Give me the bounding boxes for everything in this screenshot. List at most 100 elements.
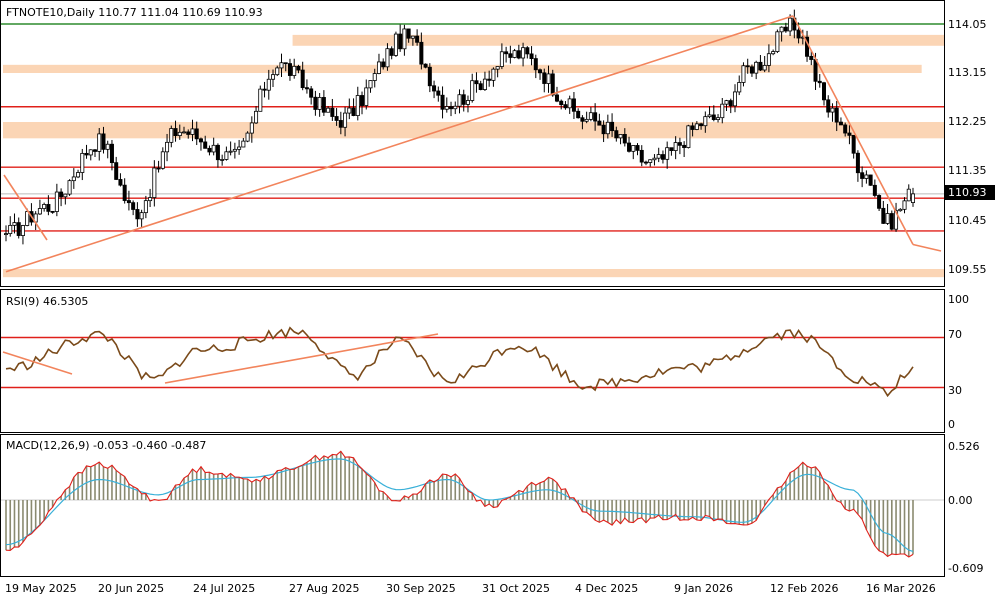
candle <box>792 9 797 39</box>
candle <box>190 119 195 142</box>
candle <box>105 140 110 159</box>
y-tick: 0.00 <box>948 494 973 507</box>
candle <box>771 49 776 56</box>
candle-body <box>330 107 335 117</box>
trendline <box>912 243 942 252</box>
candle-body <box>538 69 543 74</box>
y-tick: 0 <box>948 418 955 431</box>
candle-body <box>699 123 704 127</box>
candle-body <box>351 107 356 116</box>
candle <box>389 46 394 60</box>
candle-body <box>207 147 212 153</box>
main-panel-label: FTNOTE10,Daily 110.77 111.04 110.69 110.… <box>6 6 263 19</box>
candle-body <box>4 233 9 236</box>
candle-body <box>376 61 381 74</box>
candle <box>84 144 89 159</box>
candle-body <box>817 80 822 84</box>
candle-body <box>826 99 831 113</box>
candle-body <box>122 184 127 201</box>
candle <box>533 54 538 79</box>
rsi-trendline <box>164 333 439 384</box>
rsi-line <box>5 326 914 398</box>
candle-body <box>20 225 25 236</box>
candle-body <box>766 53 771 66</box>
candle-body <box>682 144 687 148</box>
candle <box>368 80 373 93</box>
candle <box>898 208 903 212</box>
resistance-zones <box>3 34 944 278</box>
candle <box>126 190 131 211</box>
candle <box>135 202 140 227</box>
candle-body <box>271 74 276 80</box>
candle <box>37 199 42 215</box>
candle <box>215 143 220 168</box>
candle-body <box>114 162 119 180</box>
y-tick: 111.35 <box>948 164 987 177</box>
candle <box>847 125 852 145</box>
candle <box>775 29 780 54</box>
x-tick: 19 May 2025 <box>5 582 77 595</box>
candle <box>851 134 856 159</box>
candle-body <box>177 131 182 137</box>
candle <box>20 224 25 245</box>
candle <box>321 90 326 116</box>
candle-body <box>304 87 309 90</box>
candle <box>635 143 640 156</box>
candle-body <box>559 100 564 106</box>
candle-body <box>198 138 203 143</box>
candle-body <box>148 197 153 202</box>
candle <box>482 71 487 91</box>
candle <box>457 89 462 114</box>
candle-body <box>63 193 68 198</box>
candle-body <box>283 62 288 65</box>
candle-body <box>338 120 343 128</box>
candle <box>559 99 564 110</box>
candle <box>669 147 674 156</box>
candle <box>529 46 534 66</box>
candle-body <box>347 107 352 114</box>
candle-body <box>881 207 886 224</box>
candle-body <box>758 61 763 71</box>
candle-body <box>783 26 788 32</box>
candle-body <box>525 47 530 55</box>
candle <box>821 81 826 106</box>
candle <box>542 68 547 93</box>
candle-body <box>254 110 259 124</box>
candle-body <box>745 65 750 68</box>
candle <box>440 86 445 119</box>
candle-body <box>911 193 916 203</box>
candle-body <box>868 174 873 186</box>
candle-body <box>885 213 890 224</box>
candle <box>211 137 216 156</box>
candle <box>173 120 178 142</box>
candle <box>576 108 581 119</box>
rsi-trendline <box>2 351 73 375</box>
candle <box>707 106 712 119</box>
candle <box>711 105 716 122</box>
candle-body <box>508 53 513 58</box>
candle-body <box>796 29 801 39</box>
candle <box>546 65 551 93</box>
trendlines <box>3 15 942 273</box>
x-tick: 16 Mar 2026 <box>866 582 936 595</box>
candle-body <box>165 141 170 153</box>
candle-body <box>59 191 64 198</box>
candle <box>622 128 627 147</box>
candle-body <box>156 167 161 170</box>
candle <box>720 98 725 124</box>
candle-body <box>788 17 793 32</box>
candle-body <box>275 67 280 76</box>
candle <box>271 69 276 88</box>
candle <box>300 61 305 91</box>
candle <box>567 95 572 114</box>
candle-body <box>627 142 632 152</box>
candle <box>724 99 729 111</box>
macd-panel-frame <box>0 434 945 577</box>
candle-body <box>194 128 199 140</box>
candle-body <box>643 161 648 164</box>
candle-body <box>686 125 691 148</box>
candle <box>474 72 479 93</box>
candle-body <box>224 151 229 160</box>
candle <box>279 53 284 78</box>
candle <box>749 64 754 77</box>
